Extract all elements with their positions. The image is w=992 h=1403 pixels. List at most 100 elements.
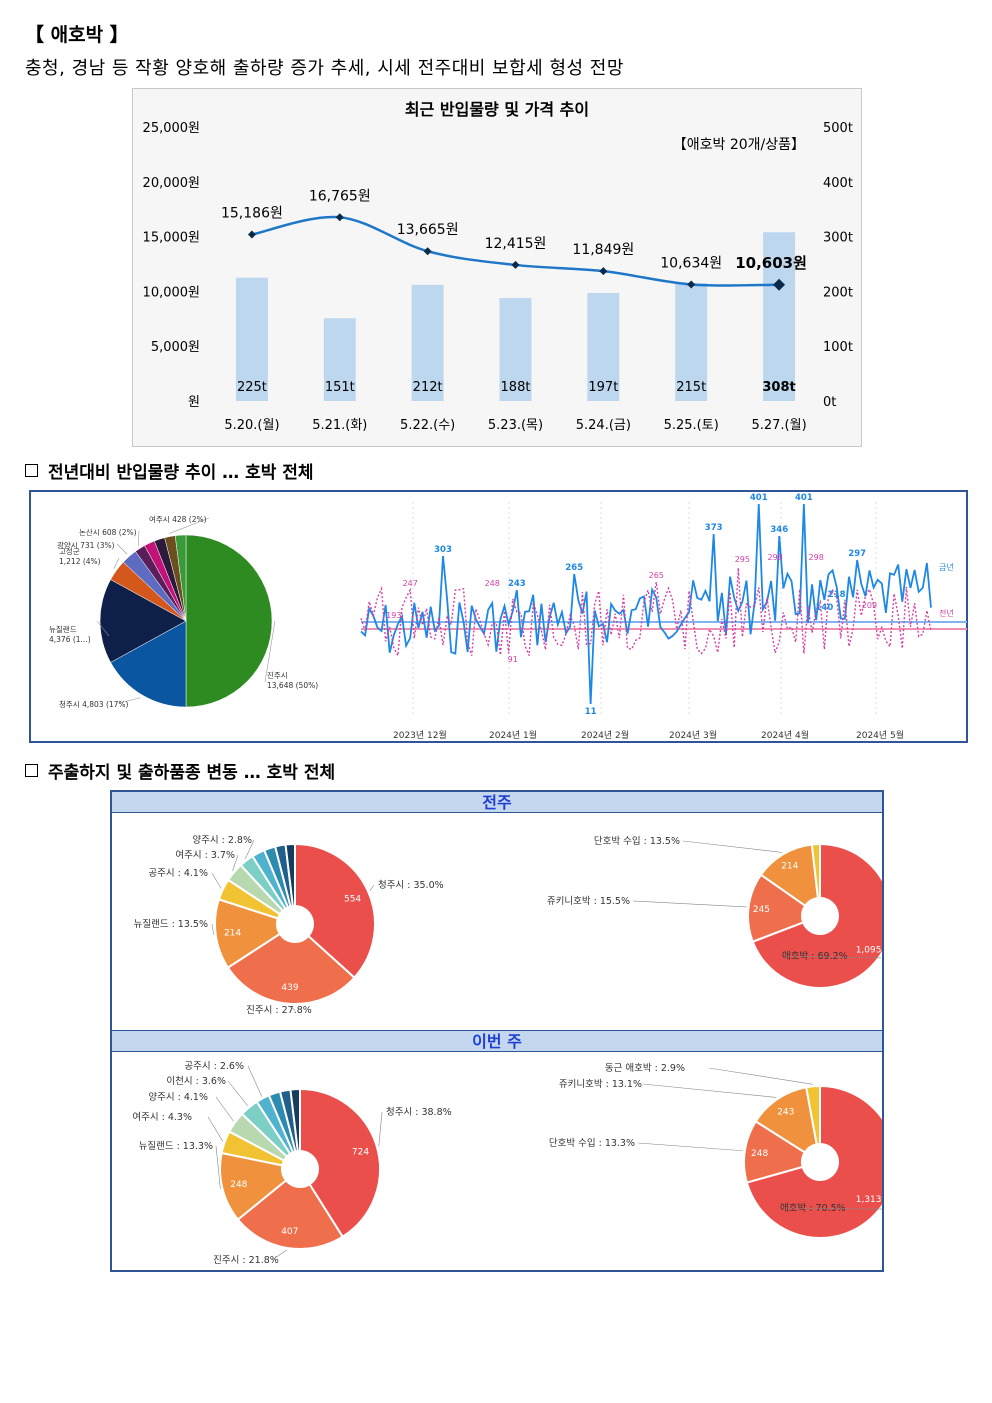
donut-leader-line <box>682 840 783 853</box>
pie-leader-line <box>138 530 140 546</box>
donut-leader-line <box>211 872 222 889</box>
donut-slice-label: 진주시 : 27.8% <box>246 1005 312 1016</box>
yoy-volume-panel: 진주시 13,648 (50%) 청주시 4,803 (17%) 뉴질랜드 4,376 … <box>29 490 968 743</box>
donut-slice <box>810 842 821 900</box>
annotation-last-year: 193 <box>386 611 401 620</box>
page-title: 【 애호박 】 <box>25 24 129 46</box>
donut-slice <box>219 1151 288 1221</box>
y-right-tick: 100t <box>823 340 853 355</box>
donut-slice-label: 진주시 : 21.8% <box>213 1255 279 1266</box>
annotation-last-year: 209 <box>862 601 877 610</box>
annotation-this-year: 303 <box>434 545 452 555</box>
band-prev-week: 전주 <box>112 791 882 813</box>
x-tick-label: 2023년 12월 <box>393 729 447 741</box>
y-left-tick: 원 <box>188 395 200 410</box>
donut-leader-line <box>369 884 375 891</box>
volume-bar <box>587 293 620 401</box>
donut-slice-value: 245 <box>753 905 770 915</box>
x-tick-label: 5.20.(월) <box>224 418 279 433</box>
price-point <box>335 213 344 222</box>
donut-slice-label: 여주시 : 3.7% <box>175 849 235 861</box>
donut-slice-value: 214 <box>224 928 241 938</box>
annotation-this-year: 265 <box>565 563 583 573</box>
legend-this-year: 금년 <box>939 562 954 572</box>
annotation-this-year: 243 <box>508 579 526 589</box>
donut-slice <box>214 898 282 969</box>
annotation-this-year: 11 <box>585 707 597 717</box>
origin-variety-panel: 전주 554 청주시 : 35.0% 439 진주시 : 27.8% 214 뉴질랜드 :… <box>110 790 884 1272</box>
donut-slice-value: 214 <box>781 861 798 871</box>
donut-leader-line <box>271 1249 287 1261</box>
volume-bar-label: 215t <box>676 380 706 395</box>
pie-label: 진주시 <box>267 670 288 680</box>
donut-leader-line <box>708 1067 813 1085</box>
donut-slice <box>284 842 296 908</box>
y-right-tick: 400t <box>823 176 853 191</box>
donut-leader-line <box>244 839 255 859</box>
annotation-this-year: 346 <box>770 525 788 535</box>
y-right-tick: 300t <box>823 231 853 246</box>
price-point <box>773 278 786 291</box>
price-label: 13,665원 <box>397 222 459 238</box>
donut-leader-line <box>642 1083 777 1098</box>
donut-slice-label: 뉴질랜드 : 13.5% <box>134 918 208 930</box>
donut-leader-line <box>211 923 215 935</box>
donut-slice <box>805 1084 821 1146</box>
donut-slice-value: 724 <box>352 1148 369 1158</box>
section-volume-title: 전년대비 반입물량 추이 … 호박 전체 <box>25 458 314 483</box>
donut-slice-value: 243 <box>777 1107 794 1117</box>
x-tick-label: 5.22.(수) <box>400 418 455 433</box>
pie-slice <box>185 534 273 708</box>
x-tick-label: 5.23.(목) <box>488 418 543 433</box>
volume-bar-label: 188t <box>501 380 531 395</box>
volume-bar-label: 212t <box>413 380 443 395</box>
pie-leader-line <box>169 517 210 534</box>
pie-label: 여주시 428 (2%) <box>149 514 207 524</box>
chart-title: 최근 반입물량 및 가격 추이 <box>405 100 589 119</box>
y-left-tick: 20,000원 <box>143 176 200 191</box>
section-origin-title-text: 주출하지 및 출하품종 변동 … 호박 전체 <box>48 763 336 783</box>
donut-slice-label: 쥬키니호박 : 13.1% <box>559 1079 642 1090</box>
donut-leader-line <box>247 1065 263 1097</box>
pie-leader-line <box>116 543 128 555</box>
price-label: 12,415원 <box>485 236 547 252</box>
pie-leader-line <box>113 557 120 569</box>
donut-this-origin: 724 청주시 : 38.8% 407 진주시 : 21.8% 248 뉴질랜드 : 13… <box>132 1061 451 1266</box>
y-left-tick: 10,000원 <box>143 285 200 300</box>
y-left-tick: 5,000원 <box>151 340 200 355</box>
donut-slice <box>747 873 807 943</box>
x-tick-label: 2024년 4월 <box>761 729 809 741</box>
volume-bar-label: 151t <box>325 380 355 395</box>
donut-leader-line <box>782 1207 882 1210</box>
donut-leader-line <box>637 1142 743 1152</box>
yoy-trend-line-chart: 2023년 12월 2024년 1월 2024년 2월 2024년 3월 2024년 4… <box>360 493 967 741</box>
checkbox-square-icon <box>25 764 38 777</box>
x-tick-label: 5.27.(월) <box>751 418 806 433</box>
donut-slice-label: 단호박 수입 : 13.5% <box>594 835 680 847</box>
donut-slice <box>294 842 376 980</box>
donut-slice-label: 공주시 : 4.1% <box>148 868 208 879</box>
volume-bar <box>675 283 708 401</box>
unit-note: 【애호박 20개/상품】 <box>673 137 805 153</box>
volume-bar-label: 308t <box>762 380 795 395</box>
pie-label-value: 4,376 (1...) <box>49 635 91 644</box>
series-last-year <box>360 567 932 658</box>
annotation-last-year: 295 <box>735 555 750 564</box>
donut-slice-label: 여주시 : 4.3% <box>132 1111 192 1123</box>
annotation-this-year: 373 <box>705 523 723 533</box>
x-tick-label: 5.24.(금) <box>576 418 631 433</box>
price-label: 10,634원 <box>660 255 722 271</box>
volume-bar <box>499 297 532 401</box>
donut-leader-line <box>288 1005 296 1011</box>
annotation-last-year: 248 <box>485 579 500 588</box>
annotation-last-year: 265 <box>649 571 664 580</box>
donut-slice <box>751 842 882 989</box>
volume-bar <box>323 318 356 401</box>
annotation-this-year: 140 <box>816 603 834 613</box>
y-left-tick: 25,000원 <box>143 121 200 136</box>
y-right-tick: 200t <box>823 285 853 300</box>
annotation-last-year: 247 <box>403 579 418 588</box>
